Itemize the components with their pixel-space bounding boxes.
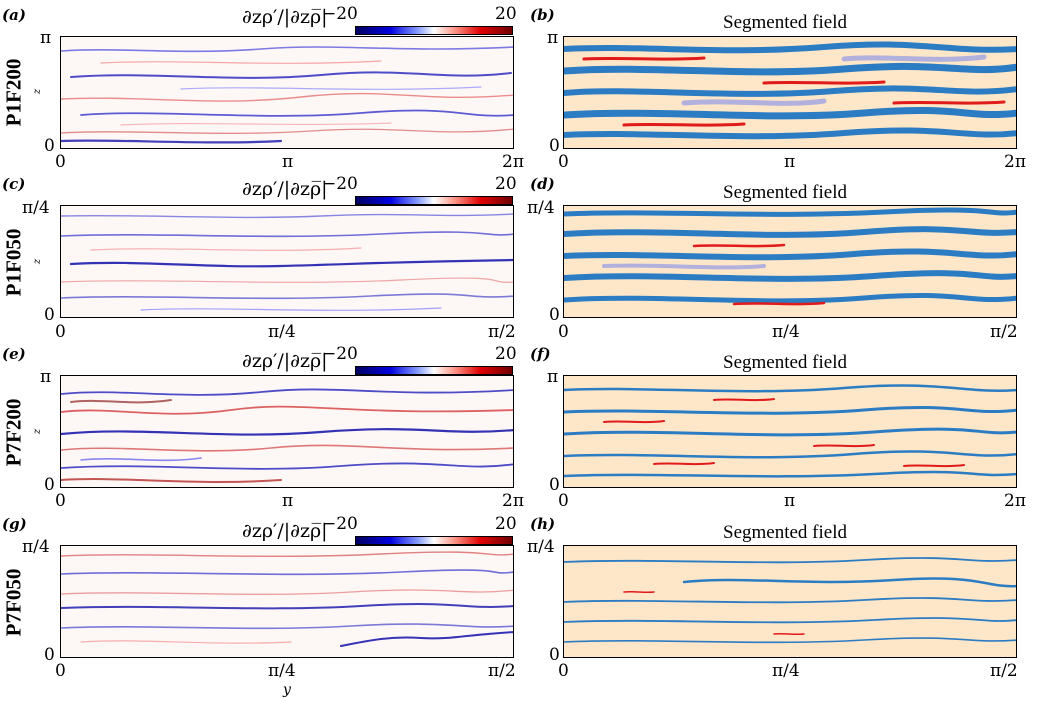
- colorbar: [355, 26, 513, 35]
- x-tick: π: [282, 491, 294, 511]
- z-axis-label: z: [32, 258, 44, 265]
- z-axis-label: z: [32, 428, 44, 435]
- x-tick: π/4: [772, 322, 800, 342]
- x-tick: π/4: [772, 661, 800, 681]
- z-axis-label: z: [32, 88, 44, 95]
- colorbar: [355, 366, 513, 375]
- x-tick: 0: [55, 661, 66, 681]
- x-tick: 0: [558, 322, 569, 342]
- gradient-field-plot: [60, 36, 514, 149]
- x-tick: 0: [55, 152, 66, 172]
- z-tick-bottom: 0: [44, 645, 55, 665]
- field-streaks: [61, 46, 513, 144]
- panel-label: (g): [2, 515, 27, 533]
- z-tick-top: π/4: [22, 198, 50, 218]
- x-tick: 2π: [1004, 491, 1026, 511]
- x-tick: 0: [558, 661, 569, 681]
- z-tick-bottom: 0: [549, 136, 560, 156]
- colorbar-max: 20: [495, 344, 517, 364]
- field-streaks: [61, 551, 513, 647]
- z-tick-bottom: 0: [44, 136, 55, 156]
- segment-streaks: [564, 207, 1016, 306]
- z-tick-top: π: [40, 28, 52, 48]
- panel-label: (a): [2, 6, 26, 24]
- x-tick: π/2: [488, 322, 516, 342]
- x-tick: 0: [55, 491, 66, 511]
- z-tick-bottom: 0: [44, 305, 55, 325]
- panel-label: (h): [530, 515, 556, 533]
- panel-label: (e): [2, 345, 26, 363]
- x-tick: π/4: [268, 661, 296, 681]
- row-label: P1F200: [1, 58, 26, 127]
- z-tick-bottom: 0: [549, 475, 560, 495]
- row-label: P1F050: [1, 228, 26, 297]
- segmented-field-plot: [563, 36, 1017, 149]
- panel-label: (c): [2, 175, 26, 193]
- segment-streaks: [564, 384, 1016, 478]
- z-tick-top: π: [40, 367, 52, 387]
- x-tick: 2π: [502, 152, 524, 172]
- z-tick-top: π/4: [527, 537, 555, 557]
- row-label: P7F050: [1, 568, 26, 637]
- z-tick-top: π/4: [22, 537, 50, 557]
- segmented-title: Segmented field: [723, 352, 847, 373]
- panel-label: (d): [530, 175, 555, 193]
- segment-streaks: [564, 557, 1016, 644]
- x-tick: π: [282, 152, 294, 172]
- gradient-field-plot: [60, 205, 514, 318]
- x-tick: 2π: [1004, 152, 1026, 172]
- colorbar-min: −20: [322, 344, 358, 364]
- segmented-title: Segmented field: [723, 522, 847, 543]
- z-tick-bottom: 0: [549, 645, 560, 665]
- field-streaks: [61, 213, 513, 311]
- colorbar-min: −20: [322, 4, 358, 24]
- z-tick-top: π: [547, 28, 559, 48]
- segmented-title: Segmented field: [723, 12, 847, 33]
- z-tick-bottom: 0: [549, 305, 560, 325]
- colorbar-max: 20: [495, 4, 517, 24]
- colorbar-label: ∂zρ′/|∂zρ̅|: [242, 178, 328, 200]
- row-label: P7F200: [1, 398, 26, 467]
- x-tick: π: [784, 152, 796, 172]
- segmented-field-plot: [563, 205, 1017, 318]
- x-tick: π: [784, 491, 796, 511]
- segmented-field-plot: [563, 545, 1017, 658]
- colorbar: [355, 196, 513, 205]
- colorbar-max: 20: [495, 514, 517, 534]
- field-streaks: [61, 388, 513, 483]
- segmented-field-plot: [563, 375, 1017, 488]
- colorbar-label: ∂zρ′/|∂zρ̅|: [242, 350, 328, 372]
- gradient-field-plot: [60, 375, 514, 488]
- panel-label: (b): [530, 6, 555, 24]
- colorbar-min: −20: [322, 174, 358, 194]
- x-tick: 0: [55, 322, 66, 342]
- colorbar-label: ∂zρ′/|∂zρ̅|: [242, 520, 328, 542]
- colorbar: [355, 536, 513, 545]
- x-tick: π/2: [990, 661, 1018, 681]
- y-axis-label: y: [283, 682, 291, 698]
- x-tick: π/2: [990, 322, 1018, 342]
- colorbar-min: −20: [322, 514, 358, 534]
- segmented-title: Segmented field: [723, 182, 847, 203]
- z-tick-top: π/4: [527, 198, 555, 218]
- x-tick: π/2: [488, 661, 516, 681]
- segment-streaks: [564, 41, 1016, 140]
- colorbar-label: ∂zρ′/|∂zρ̅|: [242, 6, 328, 28]
- gradient-field-plot: [60, 545, 514, 658]
- z-tick-top: π: [547, 367, 559, 387]
- z-tick-bottom: 0: [44, 475, 55, 495]
- panel-label: (f): [530, 345, 551, 363]
- colorbar-max: 20: [495, 174, 517, 194]
- x-tick: π/4: [268, 322, 296, 342]
- x-tick: 0: [558, 491, 569, 511]
- x-tick: 0: [558, 152, 569, 172]
- x-tick: 2π: [502, 491, 524, 511]
